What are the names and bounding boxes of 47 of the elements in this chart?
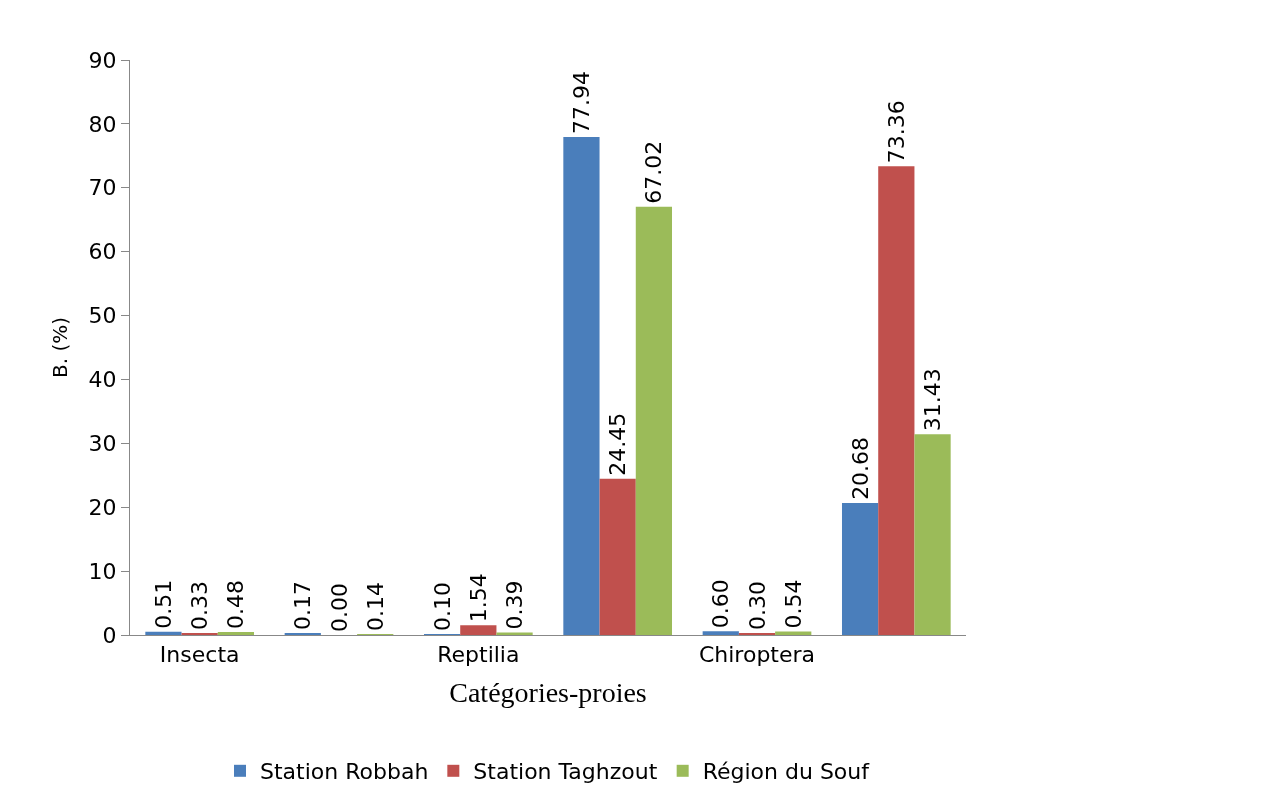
bar — [145, 631, 182, 635]
bar — [702, 631, 739, 635]
bar — [460, 625, 497, 635]
bar — [217, 631, 255, 635]
data-label: 0.00 — [326, 583, 352, 632]
data-label: 0.54 — [780, 579, 806, 629]
data-label: 0.30 — [744, 581, 770, 630]
data-label: 24.45 — [605, 412, 631, 476]
y-tick-label: 40 — [88, 367, 117, 393]
data-label: 0.17 — [290, 581, 316, 630]
bar — [181, 632, 218, 635]
x-tick-label: Chiroptera — [698, 642, 816, 668]
y-tick-label: 70 — [88, 175, 117, 201]
data-label: 20.68 — [847, 436, 873, 500]
y-axis-title: B. (%) — [48, 316, 73, 379]
bar — [599, 478, 636, 635]
bar — [635, 206, 673, 635]
y-tick-label: 30 — [88, 431, 117, 457]
y-tick-label: 80 — [88, 111, 117, 137]
bar — [841, 502, 879, 635]
data-label: 0.39 — [502, 580, 528, 630]
x-tick-label: Reptilia — [437, 642, 520, 668]
data-label: 0.60 — [708, 579, 734, 629]
data-label: 0.14 — [362, 582, 388, 631]
legend-label: Région du Souf — [702, 759, 871, 785]
bar — [878, 166, 915, 635]
legend-label: Station Taghzout — [473, 759, 658, 785]
x-tick-label: Insecta — [159, 642, 240, 668]
data-label: 0.10 — [429, 582, 455, 631]
data-label: 0.51 — [150, 579, 176, 629]
y-tick-label: 0 — [102, 622, 117, 648]
bar — [563, 137, 600, 635]
y-tick-label: 90 — [88, 47, 117, 73]
data-label: 1.54 — [465, 573, 491, 623]
bar — [914, 434, 951, 635]
data-label: 73.36 — [883, 100, 909, 164]
data-label: 0.48 — [223, 579, 249, 629]
data-label: 67.02 — [641, 140, 667, 204]
y-tick-label: 60 — [88, 239, 117, 265]
y-tick-label: 10 — [88, 558, 117, 584]
x-axis-title: Catégories-proies — [449, 676, 647, 708]
y-tick-label: 50 — [88, 303, 117, 329]
y-tick-label: 20 — [88, 494, 117, 520]
legend-label: Station Robbah — [260, 759, 429, 785]
data-label: 77.94 — [568, 71, 594, 135]
data-label: 0.33 — [187, 580, 213, 630]
data-label: 31.43 — [920, 368, 946, 432]
